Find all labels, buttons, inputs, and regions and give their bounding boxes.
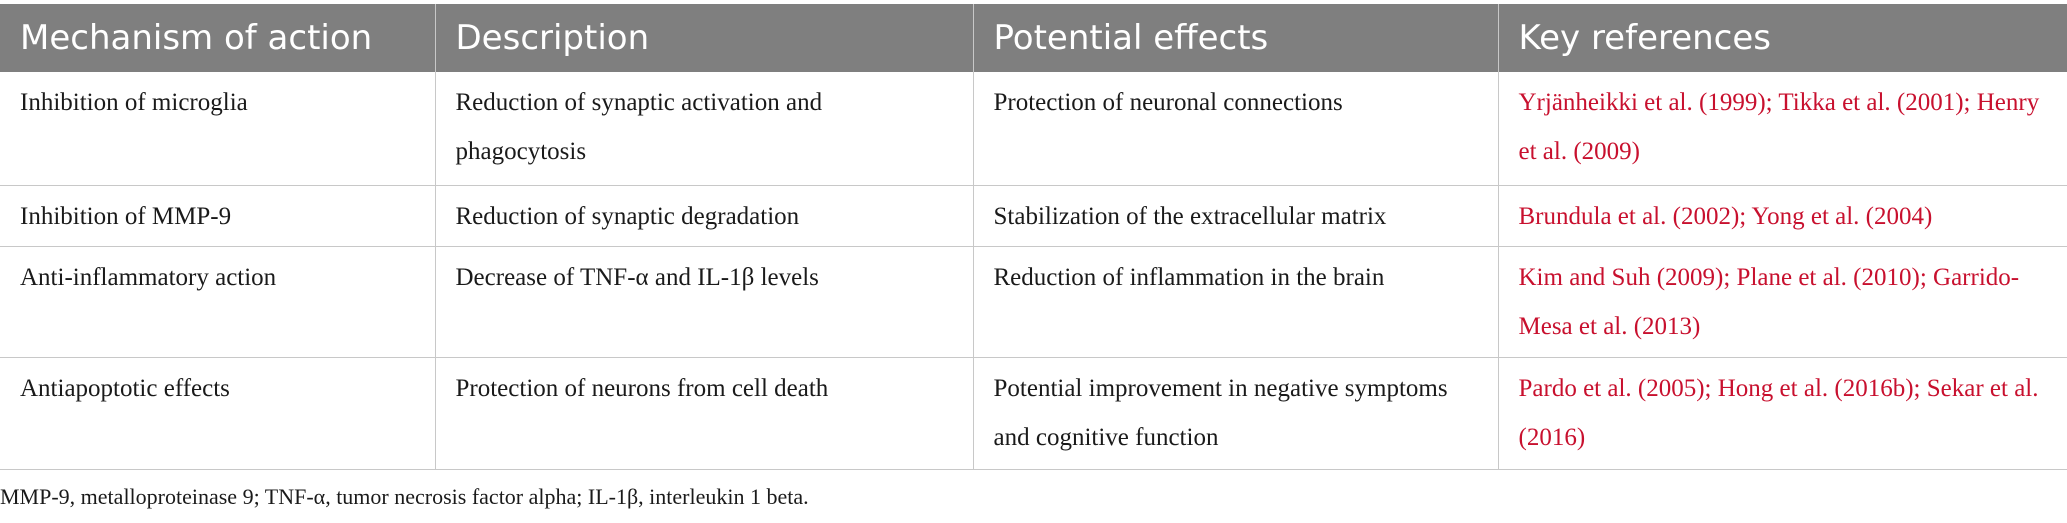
mechanism-cell: Antiapoptotic effects bbox=[0, 357, 435, 470]
table-header: Mechanism of action Description Potentia… bbox=[0, 4, 2067, 72]
column-header-mechanism: Mechanism of action bbox=[0, 4, 435, 72]
table-row: Inhibition of MMP-9 Reduction of synapti… bbox=[0, 185, 2067, 247]
table-body: Inhibition of microglia Reduction of syn… bbox=[0, 72, 2067, 470]
header-row: Mechanism of action Description Potentia… bbox=[0, 4, 2067, 72]
column-header-description: Description bbox=[434, 4, 973, 72]
references-link[interactable]: Kim and Suh (2009); Plane et al. (2010);… bbox=[1497, 246, 2067, 358]
description-cell: Decrease of TNF-α and IL-1β levels bbox=[434, 246, 973, 358]
references-link[interactable]: Pardo et al. (2005); Hong et al. (2016b)… bbox=[1497, 357, 2067, 470]
mechanism-cell: Inhibition of microglia bbox=[0, 72, 435, 186]
mechanisms-table: Mechanism of action Description Potentia… bbox=[0, 4, 2067, 470]
references-link[interactable]: Brundula et al. (2002); Yong et al. (200… bbox=[1497, 185, 2067, 247]
table-footnote: MMP-9, metalloproteinase 9; TNF-α, tumor… bbox=[0, 484, 809, 509]
effects-cell: Protection of neuronal connections bbox=[972, 72, 1498, 186]
mechanism-cell: Inhibition of MMP-9 bbox=[0, 185, 435, 247]
description-cell: Reduction of synaptic degradation bbox=[434, 185, 973, 247]
description-cell: Reduction of synaptic activation and pha… bbox=[434, 72, 973, 186]
effects-cell: Stabilization of the extracellular matri… bbox=[972, 185, 1498, 247]
mechanisms-table-container: Mechanism of action Description Potentia… bbox=[0, 4, 2067, 470]
effects-cell: Potential improvement in negative sympto… bbox=[972, 357, 1498, 470]
table-row: Inhibition of microglia Reduction of syn… bbox=[0, 72, 2067, 186]
description-cell: Protection of neurons from cell death bbox=[434, 357, 973, 470]
table-row: Anti-inflammatory action Decrease of TNF… bbox=[0, 246, 2067, 358]
column-header-references: Key references bbox=[1497, 4, 2067, 72]
effects-cell: Reduction of inflammation in the brain bbox=[972, 246, 1498, 358]
references-link[interactable]: Yrjänheikki et al. (1999); Tikka et al. … bbox=[1497, 72, 2067, 186]
mechanism-cell: Anti-inflammatory action bbox=[0, 246, 435, 358]
column-header-effects: Potential effects bbox=[972, 4, 1498, 72]
table-row: Antiapoptotic effects Protection of neur… bbox=[0, 357, 2067, 470]
